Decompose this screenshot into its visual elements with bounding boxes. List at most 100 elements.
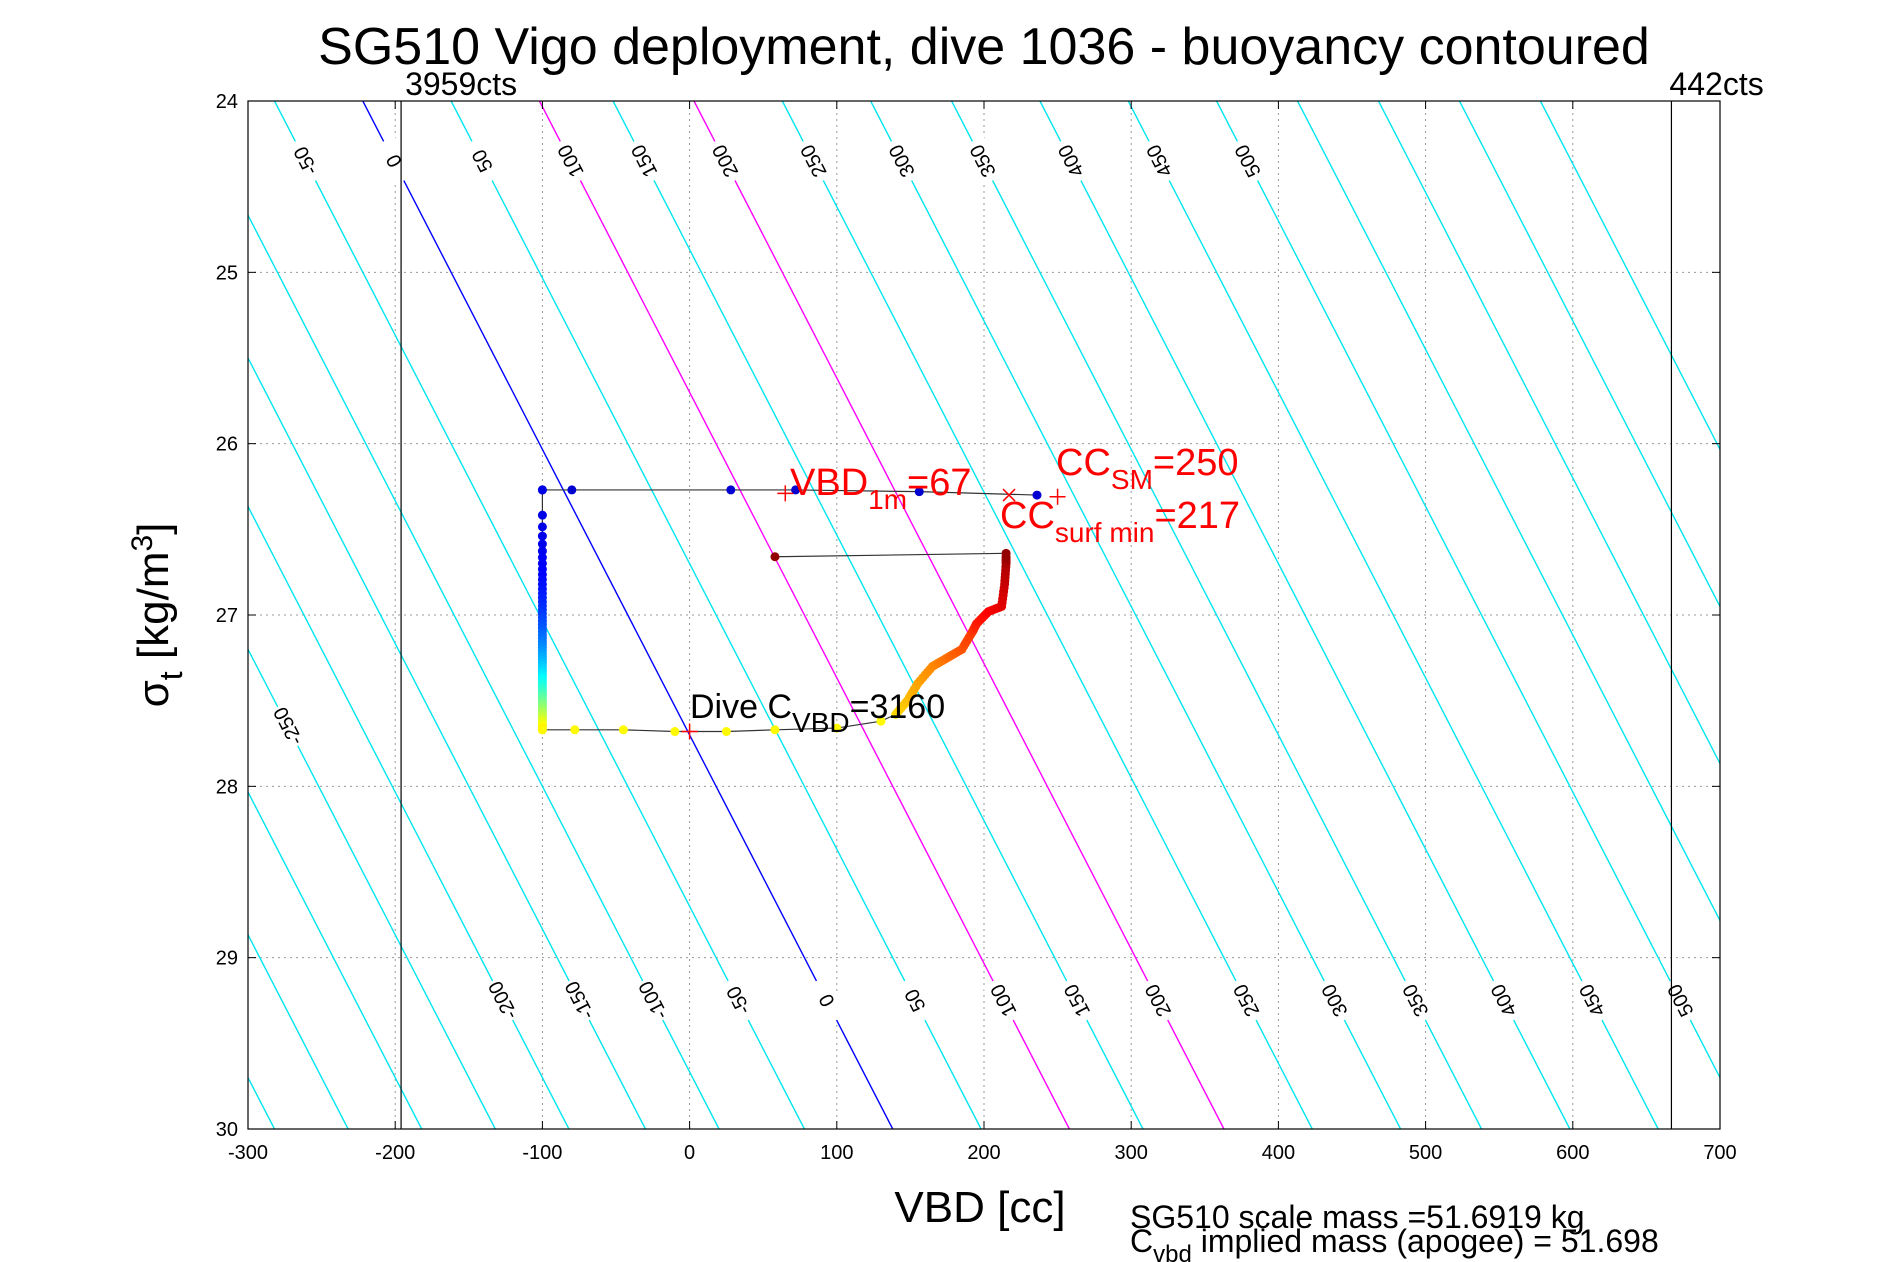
apogee-point: [537, 725, 547, 735]
descent-point: [537, 531, 547, 541]
apogee-point: [770, 725, 780, 735]
vbd-1m-main: VBD: [790, 462, 868, 504]
y-tick-label: 30: [216, 1119, 238, 1141]
cc-surf-sub: surf min: [1055, 517, 1155, 548]
contour-label-bg: [372, 135, 415, 187]
contour-line: [1215, 101, 1720, 1080]
y-tick-label: 26: [216, 434, 238, 456]
cc-surf-main: CC: [1000, 495, 1055, 537]
count-label: 442cts: [1669, 66, 1763, 102]
y-axis-sup: 3: [126, 535, 159, 552]
contour-line-extra: [0, 101, 113, 1129]
contour-line-extra: [1539, 101, 1720, 451]
y-tick-label: 24: [216, 91, 238, 113]
descent-surface-point: [1032, 490, 1042, 500]
vbd-1m-sub: 1m: [868, 484, 907, 515]
dive-cvbd-main: Dive C: [690, 688, 792, 726]
contour-line: [1127, 101, 1659, 1129]
cc-sm-annotation: CCSM=250: [1056, 442, 1238, 495]
contour-line-extra: [0, 101, 32, 1129]
contour-label-bg: [623, 135, 665, 187]
chart-title: SG510 Vigo deployment, dive 1036 - buoya…: [318, 18, 1650, 76]
contour-label-bg: [982, 975, 1024, 1026]
descent-point: [537, 485, 547, 495]
descent-surface-point: [567, 485, 577, 495]
cc-sm-value: =250: [1153, 442, 1239, 484]
contour-label-bg: [1659, 975, 1702, 1026]
x-tick-label: 100: [820, 1142, 853, 1164]
contour-label-bg: [549, 135, 592, 187]
contour-line: [870, 101, 1402, 1129]
descent-point: [537, 510, 547, 520]
y-tick-label: 27: [216, 605, 238, 627]
annotations: VBD1m=67 CCSM=250 CCsurf min=217 Dive CV…: [681, 442, 1240, 740]
footer-c-sub: vbd: [1153, 1241, 1192, 1262]
footer-implied-mass: Cvbd implied mass (apogee) = 51.698: [1130, 1223, 1659, 1262]
apogee-point: [721, 727, 731, 737]
contour-label-bg: [717, 975, 759, 1026]
apogee-point: [876, 716, 886, 726]
descent-surface-point: [726, 485, 736, 495]
apogee-point: [570, 725, 580, 735]
vbd-1m-annotation: VBD1m=67: [790, 462, 972, 515]
footer-scale-mass: SG510 scale mass =51.6919 kg: [1130, 1199, 1585, 1235]
contour-line: [781, 101, 1313, 1129]
contour-line-extra: [1377, 101, 1720, 766]
contour-line-highlight: [693, 101, 1225, 1129]
y-axis-close: ]: [129, 523, 178, 535]
descent-point: [537, 539, 547, 549]
contour-label-bg: [481, 975, 524, 1026]
contour-label-bg: [1055, 975, 1098, 1026]
surface-point: [770, 552, 780, 562]
contour-label-bg: [961, 135, 1004, 187]
y-tick-label: 25: [216, 262, 238, 284]
buoyancy-contours: [0, 101, 1720, 1129]
descent-point: [537, 522, 547, 532]
apogee-point: [618, 725, 628, 735]
contour-label-bg: [1482, 975, 1525, 1026]
x-tick-label: 0: [684, 1142, 695, 1164]
contour-line: [248, 213, 720, 1129]
y-axis-units: [kg/m: [129, 552, 178, 672]
y-tick-label: 28: [216, 776, 238, 798]
contour-label-bg: [704, 135, 746, 187]
count-label: 3959cts: [405, 66, 517, 102]
contour-label-bg: [558, 975, 600, 1026]
footer-rest: implied mass (apogee) = 51.698: [1192, 1223, 1659, 1259]
contour-label-bg: [1050, 135, 1092, 187]
contour-line: [950, 101, 1483, 1129]
annotation-markers: [681, 485, 1066, 740]
vbd-1m-value: =67: [907, 462, 971, 504]
x-tick-label: -300: [228, 1142, 268, 1164]
x-tick-label: -200: [375, 1142, 415, 1164]
x-axis-label: VBD [cc]: [894, 1183, 1065, 1232]
descent-surface-point: [791, 485, 801, 495]
contour-label-bg: [1313, 975, 1356, 1026]
surface-point: [1001, 548, 1011, 558]
contour-label-bg: [1136, 975, 1179, 1026]
contour-label-bg: [1226, 135, 1269, 187]
y-axis-label: σt [kg/m3]: [126, 523, 189, 708]
contour-label-bg: [805, 975, 848, 1026]
y-axis-sigma: σ: [129, 680, 178, 707]
footer-c: C: [1130, 1223, 1153, 1259]
x-tick-label: 300: [1115, 1142, 1148, 1164]
x-tick-label: 700: [1703, 1142, 1736, 1164]
contour-label-bg: [1571, 975, 1613, 1026]
contour-line: [450, 101, 982, 1129]
cc-sm-main: CC: [1056, 442, 1111, 484]
dive-path: [537, 485, 1042, 737]
contour-line-extra: [1296, 101, 1720, 923]
contour-label-bg: [880, 135, 923, 187]
cc-surf-min-annotation: CCsurf min=217: [1000, 495, 1240, 548]
contour-label-bg: [1138, 135, 1180, 187]
contour-line-zero: [362, 101, 894, 1129]
axis-ticks: -300 -200 -100 0 100 200 300 400 500 600 700 24 25 26…: [216, 91, 1737, 1164]
contour-line-highlight: [538, 101, 1070, 1129]
contour-label-bg: [894, 975, 936, 1026]
x-tick-label: 200: [967, 1142, 1000, 1164]
dive-cvbd-sub: VBD: [792, 707, 850, 738]
contour-line-extra: [1458, 101, 1720, 608]
y-axis-sub: t: [153, 671, 189, 680]
